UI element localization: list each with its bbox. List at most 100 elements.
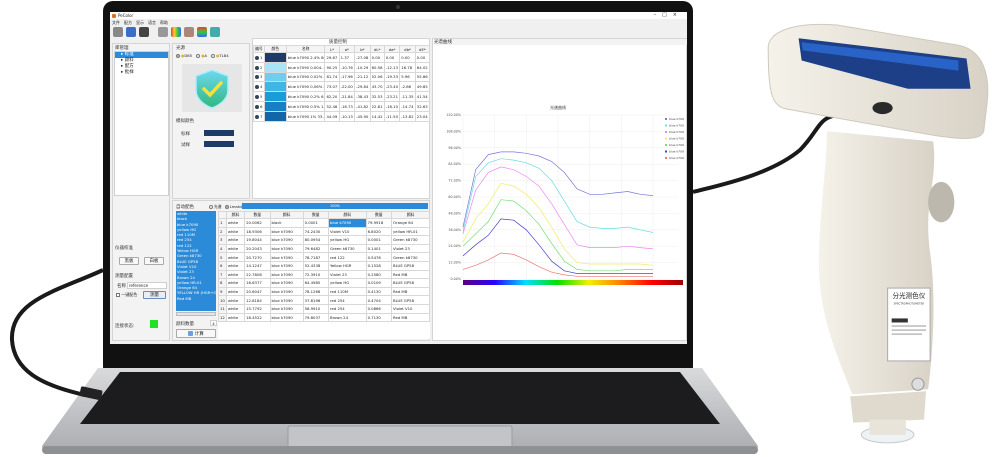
toolbar — [113, 27, 223, 39]
webcam — [396, 5, 400, 9]
colorant-item[interactable]: white — [177, 211, 188, 216]
menu-item[interactable]: 文件 — [112, 20, 120, 25]
colorant-item[interactable]: Green k8730 — [177, 253, 202, 259]
colorant-item[interactable]: BLUE GP58 — [177, 258, 198, 264]
keyboard[interactable] — [80, 372, 720, 424]
match-mode-radio[interactable]: 光谱 — [209, 204, 222, 209]
illuminant-panel: 光源 ●D65 ●A ●TL84 模拟颜色 标样 试样 — [172, 43, 250, 199]
menu-item[interactable]: 显示 — [136, 20, 144, 25]
sample-label: 试样 — [181, 143, 190, 148]
colorant-item[interactable]: YELLOW HR (HGR+O — [177, 290, 216, 296]
colorant-item[interactable]: Brown 24 — [177, 274, 195, 280]
one-click-label: 一键配色 — [121, 292, 138, 297]
legend-marker — [665, 157, 667, 159]
y-tick-label: 96.00% — [448, 146, 461, 150]
library-item[interactable]: ▸ 配方 — [121, 64, 134, 69]
y-tick-label: 12.00% — [448, 261, 461, 265]
menu-bar: 文件 配方 显示 语言 帮助 — [112, 20, 172, 26]
sample-icon — [255, 114, 259, 119]
library-title: 库管理 — [115, 46, 129, 51]
colorant-item[interactable]: black — [177, 216, 188, 222]
value-cell: 44.09 — [324, 110, 340, 122]
auto-match-title: 自动配色 — [176, 205, 194, 210]
y-tick-label: 0.00% — [451, 277, 461, 281]
colorant-item[interactable]: blue k7090 — [177, 221, 199, 227]
illuminant-label: D65 — [184, 53, 193, 58]
white-calibration-button[interactable]: 白板 — [144, 257, 164, 265]
dial-icon[interactable] — [158, 27, 168, 37]
y-tick-label: 120.00% — [446, 113, 461, 117]
menu-item[interactable]: 帮助 — [160, 20, 168, 25]
black-calibration-button[interactable]: 黑板 — [119, 257, 139, 265]
recipe-cell[interactable]: 18.4522 — [244, 312, 271, 323]
recipe-cell[interactable]: Red MB — [391, 312, 430, 323]
gear-icon[interactable] — [113, 27, 123, 37]
menu-item[interactable]: 配方 — [124, 20, 132, 25]
calculate-button[interactable]: 计算 — [176, 329, 216, 338]
measure-button[interactable]: 测量 — [143, 291, 166, 299]
colorant-item[interactable]: yellow HG — [177, 226, 197, 232]
colorant-list-scrollbar[interactable] — [176, 312, 216, 316]
measure-config-title: 测量配置 — [115, 274, 133, 279]
name-input[interactable]: reference — [127, 282, 167, 289]
wavelength-color-bar — [463, 280, 683, 285]
illuminant-options: ●D65 ●A ●TL84 — [176, 53, 233, 58]
window-controls[interactable]: –□× — [653, 12, 683, 18]
database-icon[interactable] — [184, 27, 194, 37]
pen-icon[interactable] — [139, 27, 149, 37]
menu-item[interactable]: 语言 — [148, 20, 156, 25]
library-item[interactable]: ▸ 批样 — [121, 70, 134, 75]
table-row[interactable]: 6 blue k7090 0.5% 1... 52.48 -16.73 -41.82 22… — [253, 100, 431, 112]
library-item-label: 批样 — [124, 70, 134, 75]
spectrophotometer-device: 分光测色仪 SPECTROPHOTOMETER — [767, 23, 989, 444]
device-button — [872, 101, 893, 115]
table-row[interactable]: 4 blue k7090 0.06% 2 73.07 -22.00 -29.84 43.7… — [253, 81, 431, 93]
bulb-icon: ● — [181, 53, 185, 58]
colorant-item[interactable]: Orange 64 — [177, 285, 198, 291]
match-mode-radio[interactable]: Lmatch — [224, 204, 244, 209]
color-swatch — [263, 110, 287, 122]
table-row[interactable]: 7 blue k7090 1% 33... 44.09 -10.13 -45.90 14.… — [253, 110, 431, 122]
illuminant-radio[interactable]: ●D65 — [176, 53, 192, 58]
colorant-item[interactable]: red 254 — [177, 237, 192, 243]
standard-label: 标样 — [181, 132, 190, 137]
colorant-item[interactable]: Violet V10 — [177, 263, 197, 269]
column-header: 数量 — [365, 211, 393, 219]
table-row[interactable]: 2 white 18.9306 blue k7090 74.2430 Violet V10… — [218, 226, 430, 237]
table-row[interactable]: 12 white 18.4522 blue k7090 79.8037 Brown 24 0… — [218, 312, 430, 323]
colorant-item[interactable]: Red MB — [177, 295, 192, 301]
legend-label: blue k709 — [669, 150, 684, 154]
colorant-item[interactable]: red 110M — [177, 232, 195, 238]
grip-pad — [928, 181, 955, 223]
colorant-item[interactable]: Violet 23 — [177, 269, 194, 275]
column-header: dL* — [369, 45, 385, 53]
illuminant-label: A — [204, 53, 208, 58]
one-click-checkbox[interactable]: 一键配色 — [116, 292, 137, 298]
color-bars-icon[interactable] — [171, 27, 181, 37]
illuminant-radio[interactable]: ●A — [196, 53, 207, 58]
connection-label: 连接状态: — [115, 324, 135, 329]
sample-icon — [255, 104, 259, 109]
legend-label: blue k709 — [669, 143, 684, 147]
series-line — [462, 199, 653, 272]
value-cell: 23.04 — [414, 110, 431, 122]
settings-icon[interactable] — [210, 27, 220, 37]
recipe-cell[interactable]: 79.8037 — [302, 312, 330, 323]
recipe-cell[interactable]: 0.7130 — [365, 312, 393, 323]
colorant-item[interactable]: red 122 — [177, 242, 192, 248]
column-header: L* — [324, 45, 340, 53]
search-icon[interactable] — [126, 27, 136, 37]
library-item[interactable]: ▸ 颜料 — [121, 58, 134, 63]
column-header: 颜料 — [391, 211, 430, 219]
colorant-list[interactable]: white black blue k7090 yellow HG red 110M red… — [176, 211, 216, 311]
value-cell: 14.42 — [369, 110, 385, 122]
library-item[interactable]: ▸ 标准 — [115, 52, 168, 58]
colorant-item[interactable]: yellow HR-01 — [177, 279, 202, 285]
palette-icon[interactable] — [197, 27, 207, 37]
illuminant-radio[interactable]: ●TL84 — [211, 53, 229, 58]
progress-bar: 100% — [242, 203, 428, 209]
colorant-count-spinner[interactable]: 4 — [210, 320, 217, 326]
spectrum-chart: 光谱曲线 0.00% 12.00% 24.00% 36.00% 48.00% 60.00% 7… — [446, 104, 684, 285]
colorant-item[interactable]: Yellow HGR — [177, 248, 199, 254]
